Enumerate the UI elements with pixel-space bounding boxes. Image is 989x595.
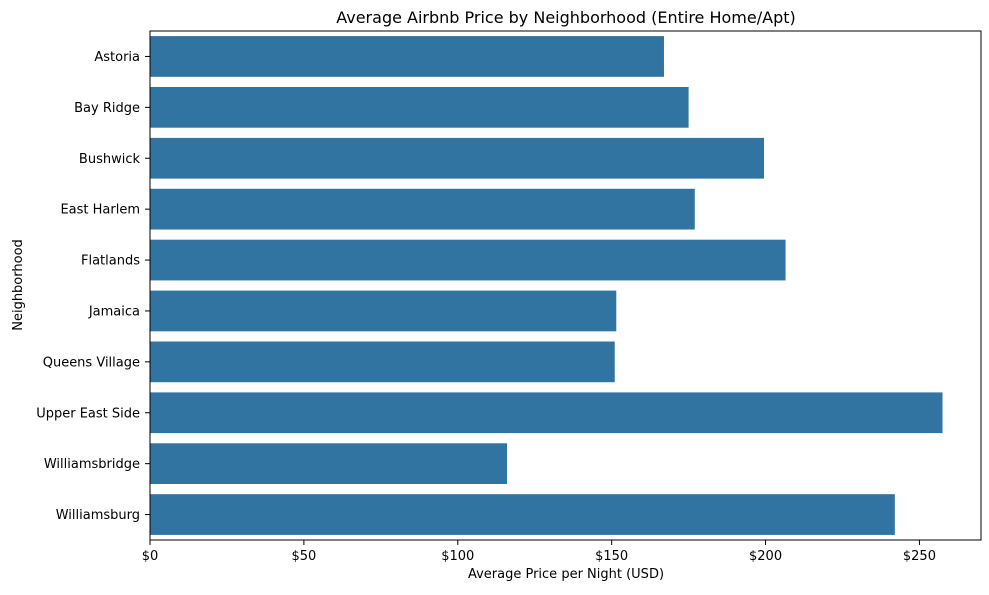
y-tick-label: Williamsburg (56, 508, 140, 523)
bar (150, 137, 765, 179)
bar (150, 188, 695, 230)
y-axis-label: Neighborhood (11, 239, 26, 331)
y-tick-label: Queens Village (43, 355, 140, 370)
x-tick-label: $150 (595, 549, 628, 564)
y-tick-label: Flatlands (81, 254, 140, 269)
y-tick-label: Bay Ridge (74, 101, 140, 116)
y-tick-label: Jamaica (88, 304, 140, 319)
bar (150, 36, 664, 77)
y-tick-label: Bushwick (79, 152, 141, 167)
bar (150, 494, 895, 535)
x-tick-label: $100 (441, 549, 474, 564)
x-tick-label: $50 (291, 549, 316, 564)
bar (150, 239, 786, 281)
x-tick-label: $0 (142, 549, 159, 564)
x-tick-label: $250 (903, 549, 936, 564)
bar (150, 443, 508, 485)
y-tick-label: Astoria (94, 50, 140, 65)
chart-title: Average Airbnb Price by Neighborhood (En… (336, 8, 796, 27)
x-tick-label: $200 (749, 549, 782, 564)
bar (150, 392, 943, 434)
x-axis-label: Average Price per Night (USD) (468, 567, 664, 582)
y-tick-label: Upper East Side (36, 406, 140, 421)
y-tick-label: Williamsbridge (44, 457, 140, 472)
axes-layer: Astoria Bay Ridge Bushwick East Harlem Flatl… (36, 30, 982, 564)
plot-frame (149, 30, 982, 541)
bar (150, 290, 617, 332)
y-tick-label: East Harlem (60, 203, 140, 218)
bar (150, 341, 615, 383)
bar (150, 86, 689, 128)
bars-layer (150, 36, 943, 535)
